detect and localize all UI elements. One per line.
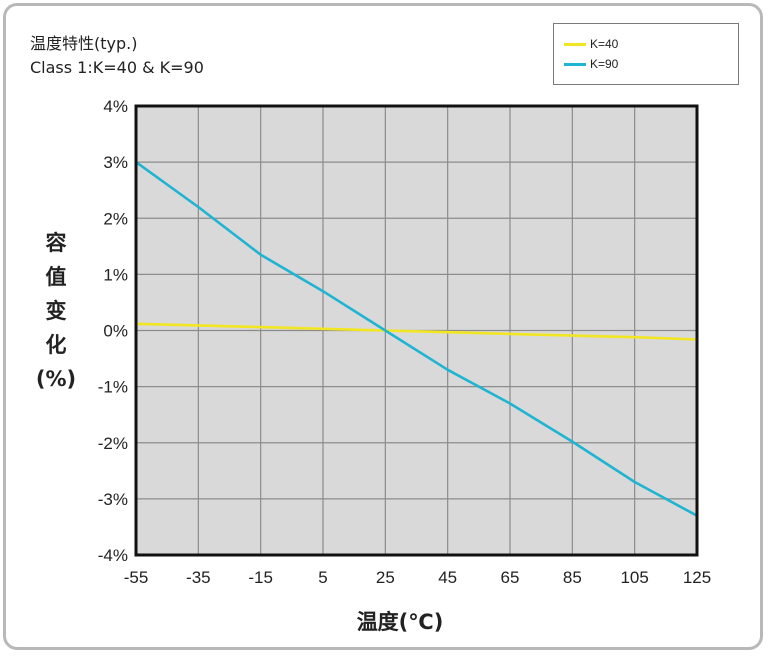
legend: K=40 K=90 [553,23,739,85]
x-tick-label: 105 [620,568,648,587]
y-tick-label: -4% [98,546,128,565]
x-axis-label: 温度(℃) [356,610,444,634]
legend-swatch-k40 [564,42,586,46]
legend-entry-k40: K=40 [564,36,618,52]
x-tick-label: -15 [248,568,273,587]
legend-label-k90: K=90 [590,57,619,71]
x-tick-label: 25 [376,568,395,587]
chart-subtitle: Class 1:K=40 & K=90 [30,58,204,77]
plot-border [134,104,699,557]
legend-swatch-k90 [564,62,586,66]
series-line-k90 [135,161,698,517]
y-tick-label: -2% [98,434,128,453]
series-line-k40 [135,322,698,341]
y-tick-label: -3% [98,490,128,509]
legend-entry-k90: K=90 [564,56,618,72]
x-tick-label: 85 [563,568,582,587]
y-axis-label-char: 值 [45,265,67,289]
y-axis-label-char: 容 [45,231,67,255]
x-tick-label: 5 [318,568,327,587]
x-tick-label: 125 [683,568,711,587]
x-tick-label: -35 [186,568,211,587]
y-axis-label: 容 值 变 化 (%) [28,226,84,396]
legend-label-k40: K=40 [590,37,619,51]
y-tick-label: 1% [103,265,128,284]
x-tick-label: 45 [438,568,457,587]
y-tick-label: 3% [103,153,128,172]
x-tick-label: 65 [501,568,520,587]
y-axis-label-unit: (%) [35,367,77,391]
y-axis-label-char: 化 [45,333,67,357]
y-tick-label: 4% [103,97,128,116]
y-axis-label-char: 变 [45,299,67,323]
y-tick-label: 2% [103,209,128,228]
y-tick-label: 0% [103,322,128,341]
x-tick-label: -55 [124,568,149,587]
chart-title: 温度特性(typ.) [30,34,138,53]
y-tick-label: -1% [98,378,128,397]
